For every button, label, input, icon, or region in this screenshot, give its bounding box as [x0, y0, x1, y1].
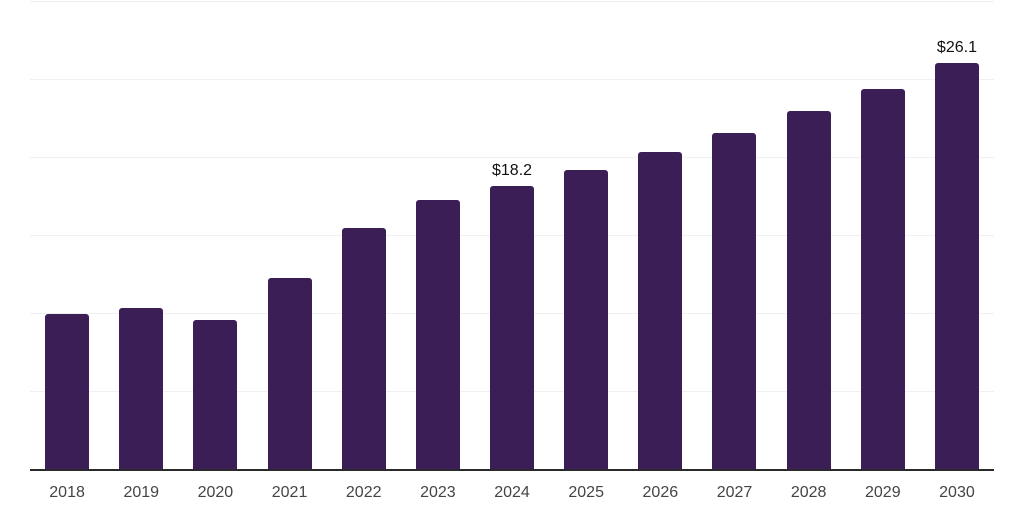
x-tick-label-2024: 2024	[494, 484, 530, 501]
bar-slot-2023	[401, 2, 475, 470]
bar-slot-2027	[697, 2, 771, 470]
bar-slot-2028	[772, 2, 846, 470]
x-tick-label-2023: 2023	[420, 484, 456, 501]
x-tick-label-2029: 2029	[865, 484, 901, 501]
bar-2019	[119, 307, 164, 470]
bar-2021	[267, 278, 312, 470]
bar-value-label-2030: $26.1	[936, 38, 977, 56]
x-tick-label-2028: 2028	[790, 484, 827, 501]
x-tick-label-2030: 2030	[939, 484, 975, 501]
bar-slot-2022	[327, 2, 401, 470]
bar-slot-2026	[623, 2, 697, 470]
bar-2025	[564, 170, 609, 470]
bar-2028	[786, 111, 831, 470]
bar-slot-2018	[30, 2, 104, 470]
bar-2026	[638, 151, 683, 470]
bar-2030	[934, 62, 979, 470]
plot-area: $18.2 $26.1	[30, 1, 994, 470]
bar-2018	[45, 314, 90, 470]
bars-row: $18.2 $26.1	[30, 2, 994, 470]
x-axis-labels: 2018 2019 2020 2021 2022 2023 2024 2025 2026 2027…	[30, 484, 994, 502]
bar-slot-2021	[252, 2, 326, 470]
bar-2023	[415, 200, 460, 470]
gridline-25	[30, 79, 994, 80]
x-tick-label-2022: 2022	[345, 484, 382, 501]
bar-2020	[193, 320, 238, 470]
bar-2022	[341, 228, 386, 470]
x-tick-label-2027: 2027	[716, 484, 753, 501]
x-tick-label-2021: 2021	[271, 484, 308, 501]
gridline-20	[30, 157, 994, 158]
bar-slot-2030: $26.1	[920, 2, 994, 470]
bar-2027	[712, 133, 757, 470]
x-tick-label-2018: 2018	[49, 484, 85, 501]
bar-2024	[490, 186, 535, 470]
x-tick-label-2019: 2019	[123, 484, 160, 501]
x-tick-label-2026: 2026	[642, 484, 679, 501]
bar-slot-2020	[178, 2, 252, 470]
x-tick-label-2025: 2025	[568, 484, 604, 501]
bar-slot-2024: $18.2	[475, 2, 549, 470]
bar-slot-2029	[846, 2, 920, 470]
x-tick-label-2020: 2020	[197, 484, 234, 501]
bar-2029	[860, 89, 905, 470]
x-axis-line	[30, 469, 994, 471]
gridline-30	[30, 1, 994, 2]
bar-slot-2019	[104, 2, 178, 470]
bar-slot-2025	[549, 2, 623, 470]
bar-value-label-2024: $18.2	[491, 162, 533, 180]
